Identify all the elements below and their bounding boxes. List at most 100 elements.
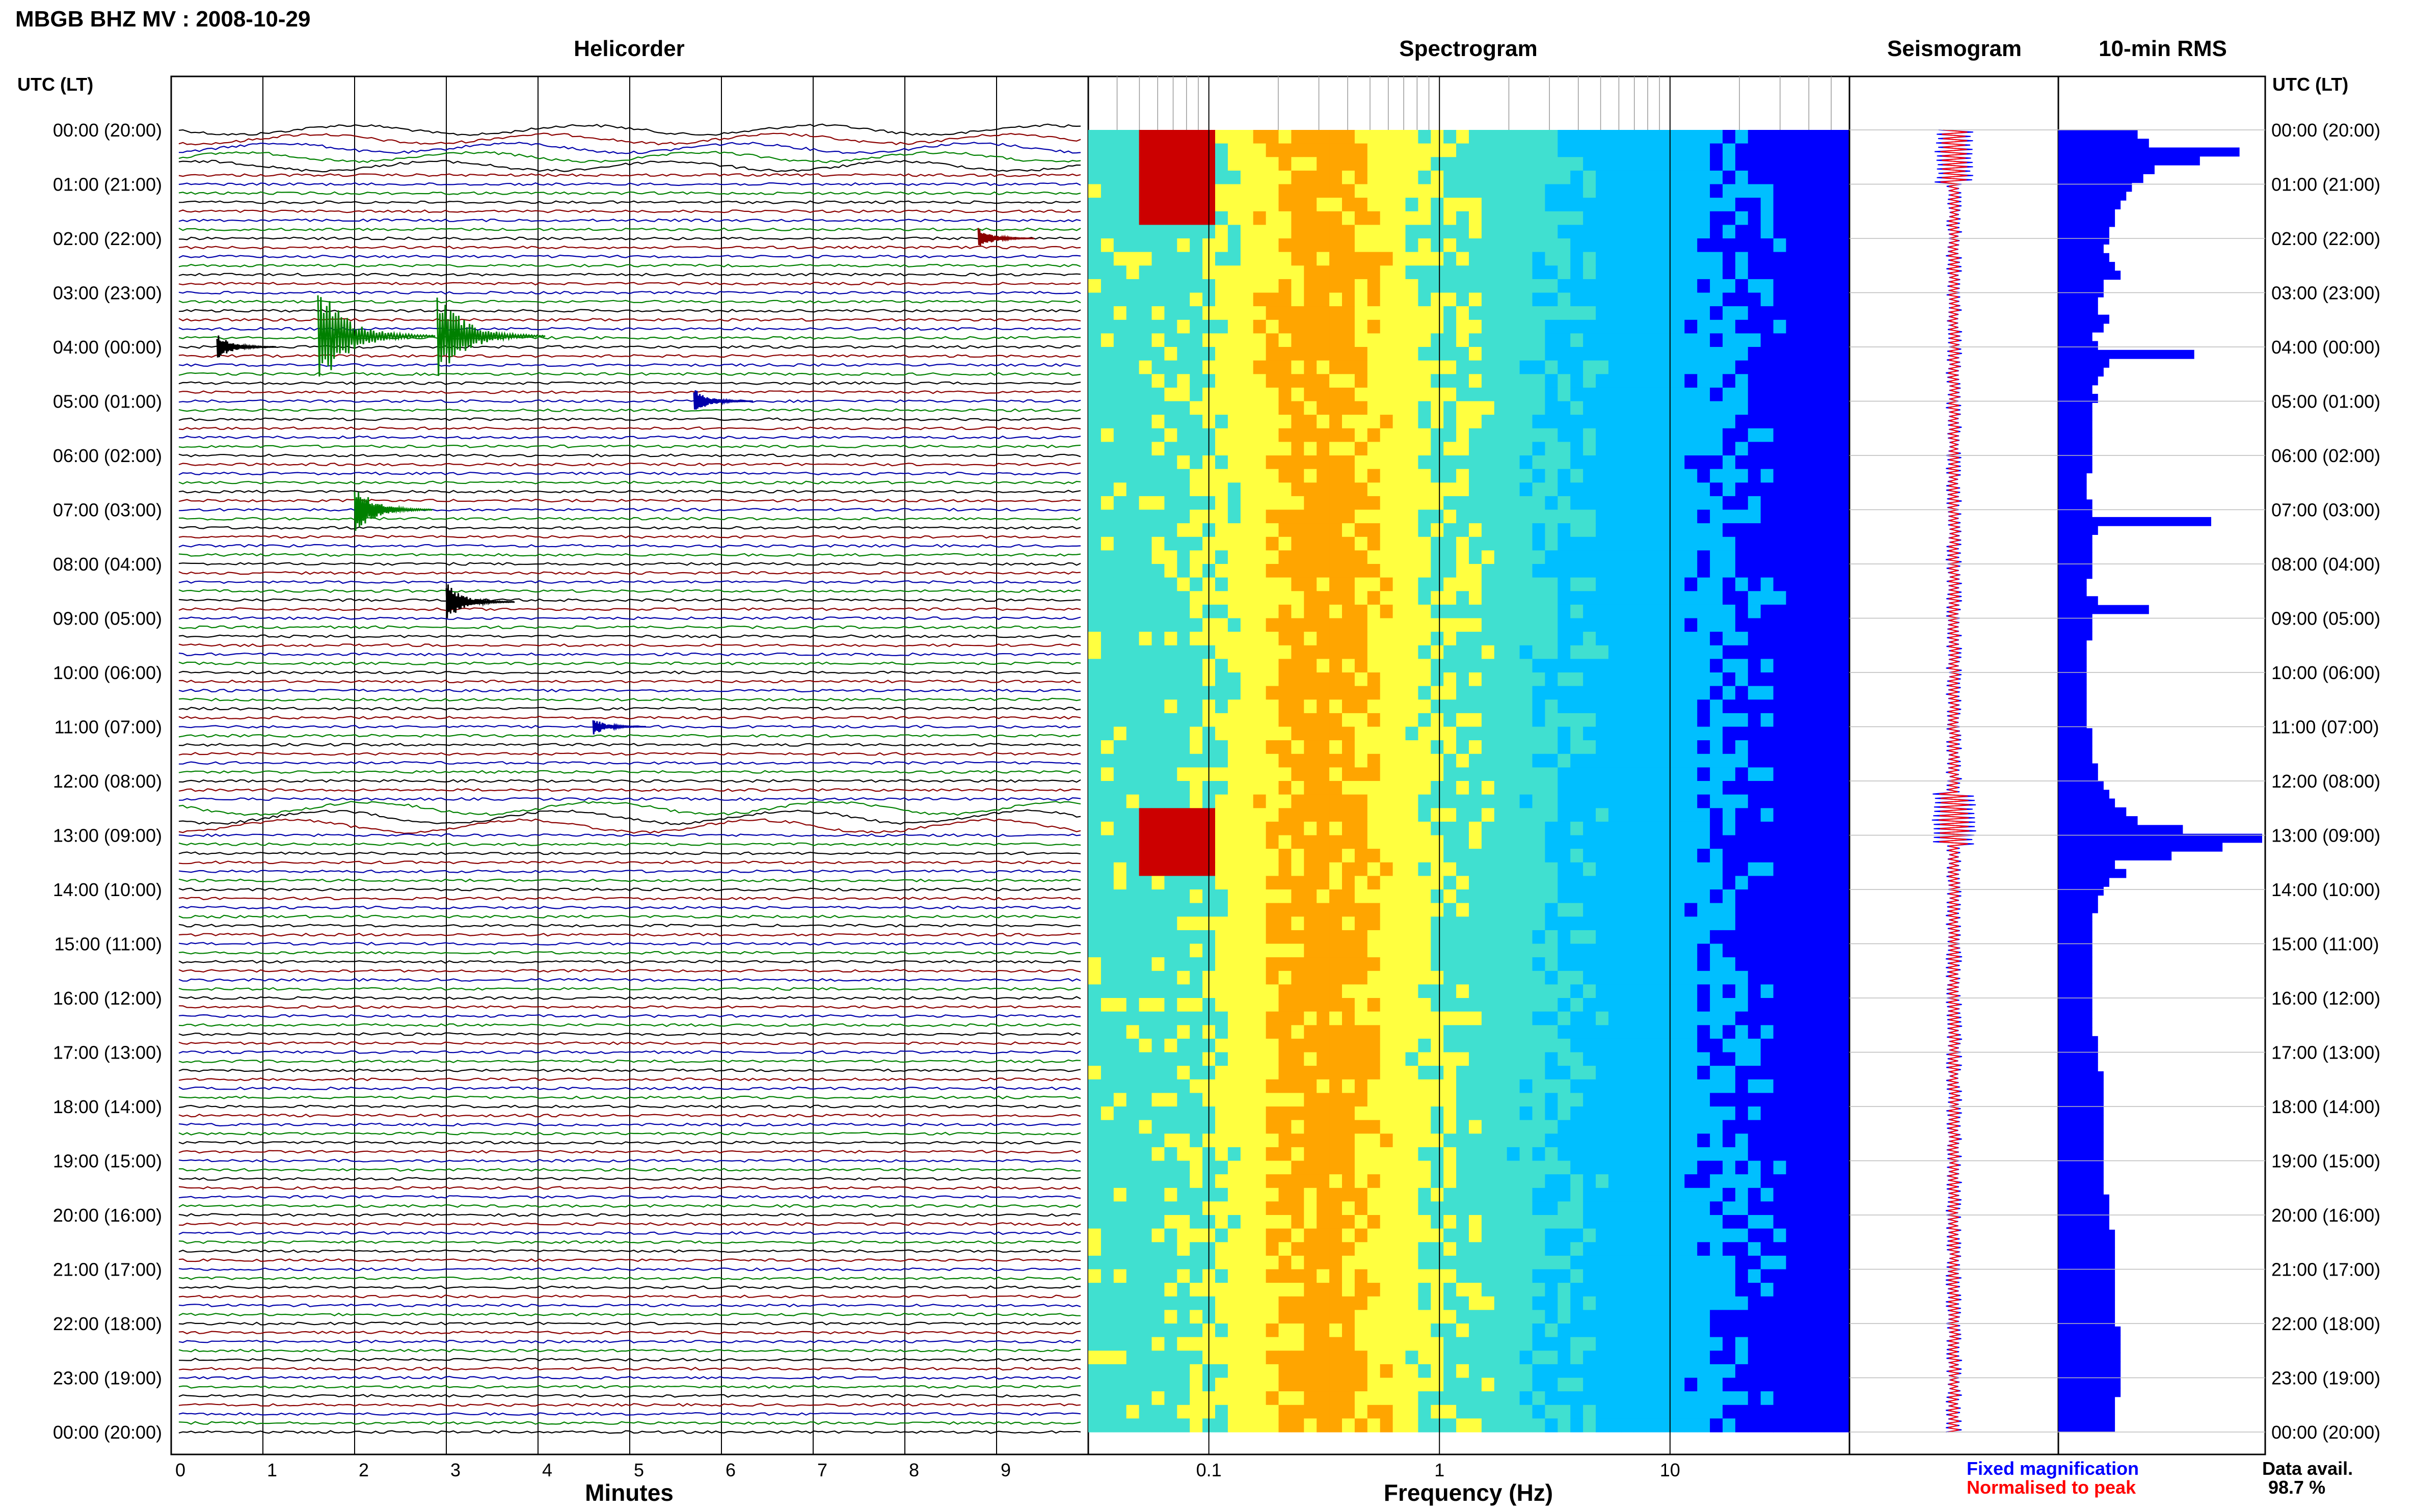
spectrogram-cell xyxy=(1228,591,1241,605)
spectrogram-cell xyxy=(1380,1093,1393,1106)
spectrogram-cell xyxy=(1317,781,1330,795)
spectrogram-cell xyxy=(1647,1052,1660,1066)
spectrogram-cell xyxy=(1329,184,1343,198)
spectrogram-cell xyxy=(1126,1174,1140,1188)
spectrogram-cell xyxy=(1723,1161,1736,1175)
spectrogram-cell xyxy=(1837,1066,1850,1079)
spectrogram-cell xyxy=(1088,727,1102,741)
spectrogram-cell xyxy=(1774,510,1787,524)
spectrogram-cell xyxy=(1114,171,1127,184)
spectrogram-cell xyxy=(1443,740,1457,754)
spectrogram-cell xyxy=(1279,822,1292,835)
spectrogram-cell xyxy=(1190,808,1203,822)
spectrogram-cell xyxy=(1469,1147,1482,1161)
spectrogram-cell xyxy=(1393,198,1406,211)
spectrogram-cell xyxy=(1367,442,1381,455)
spectrogram-cell xyxy=(1241,605,1254,618)
spectrogram-cell xyxy=(1672,523,1685,537)
spectrogram-cell xyxy=(1304,754,1317,768)
spectrogram-cell xyxy=(1533,835,1546,849)
spectrogram-cell xyxy=(1266,1079,1279,1093)
spectrogram-cell xyxy=(1228,835,1241,849)
spectrogram-cell xyxy=(1621,808,1634,822)
spectrogram-cell xyxy=(1672,578,1685,591)
spectrogram-cell xyxy=(1228,1052,1241,1066)
spectrogram-cell xyxy=(1406,482,1419,496)
spectrogram-cell xyxy=(1456,605,1469,618)
spectrogram-cell xyxy=(1786,605,1800,618)
spectrogram-cell xyxy=(1406,455,1419,469)
spectrogram-cell xyxy=(1558,428,1571,442)
spectrogram-cell xyxy=(1241,347,1254,361)
spectrogram-cell xyxy=(1088,374,1102,388)
spectrogram-cell xyxy=(1088,849,1102,862)
spectrogram-cell xyxy=(1723,157,1736,171)
spectrogram-cell xyxy=(1697,482,1710,496)
spectrogram-cell xyxy=(1304,537,1317,551)
spectrogram-cell xyxy=(1101,591,1114,605)
spectrogram-cell xyxy=(1164,849,1177,862)
spectrogram-cell xyxy=(1380,971,1393,985)
spectrogram-cell xyxy=(1723,198,1736,211)
spectrogram-cell xyxy=(1533,523,1546,537)
spectrogram-cell xyxy=(1291,347,1304,361)
spectrogram-cell xyxy=(1558,1201,1571,1215)
spectrogram-cell xyxy=(1533,361,1546,374)
spectrogram-cell xyxy=(1152,686,1165,700)
spectrogram-cell xyxy=(1215,293,1228,307)
spectrogram-cell xyxy=(1279,428,1292,442)
spectrogram-cell xyxy=(1088,930,1102,944)
spectrogram-cell xyxy=(1329,984,1343,998)
spectrogram-cell xyxy=(1583,1174,1596,1188)
spectrogram-cell xyxy=(1735,1188,1749,1202)
spectrogram-cell xyxy=(1139,523,1152,537)
spectrogram-cell xyxy=(1634,1174,1647,1188)
spectrogram-cell xyxy=(1279,1066,1292,1079)
spectrogram-cell xyxy=(1139,1093,1152,1106)
spectrogram-cell xyxy=(1583,1066,1596,1079)
spectrogram-cell xyxy=(1139,238,1152,252)
spectrogram-cell xyxy=(1761,781,1774,795)
spectrogram-cell xyxy=(1393,279,1406,293)
spectrogram-cell xyxy=(1114,713,1127,727)
spectrogram-cell xyxy=(1126,306,1140,320)
spectrogram-cell xyxy=(1304,469,1317,483)
spectrogram-cell xyxy=(1279,1161,1292,1175)
spectrogram-cell xyxy=(1177,171,1190,184)
spectrogram-cell xyxy=(1824,862,1837,876)
spectrogram-cell xyxy=(1355,211,1368,225)
spectrogram-cell xyxy=(1799,903,1812,917)
spectrogram-cell xyxy=(1253,211,1267,225)
spectrogram-cell xyxy=(1266,1188,1279,1202)
spectrogram-cell xyxy=(1380,930,1393,944)
spectrogram-cell xyxy=(1786,1147,1800,1161)
spectrogram-cell xyxy=(1177,795,1190,808)
spectrogram-cell xyxy=(1456,550,1469,564)
spectrogram-cell xyxy=(1774,198,1787,211)
spectrogram-cell xyxy=(1342,767,1355,781)
spectrogram-cell xyxy=(1367,496,1381,510)
spectrogram-cell xyxy=(1101,211,1114,225)
spectrogram-cell xyxy=(1139,916,1152,930)
spectrogram-cell xyxy=(1507,822,1520,835)
spectrogram-cell xyxy=(1583,1012,1596,1025)
spectrogram-cell xyxy=(1684,1161,1698,1175)
spectrogram-cell xyxy=(1380,686,1393,700)
spectrogram-cell xyxy=(1355,1093,1368,1106)
spectrogram-cell xyxy=(1152,1025,1165,1039)
spectrogram-cell xyxy=(1482,618,1495,632)
spectrogram-cell xyxy=(1811,1147,1824,1161)
spectrogram-cell xyxy=(1317,184,1330,198)
spectrogram-cell xyxy=(1786,1012,1800,1025)
spectrogram-cell xyxy=(1164,984,1177,998)
spectrogram-cell xyxy=(1443,388,1457,401)
spectrogram-cell xyxy=(1533,727,1546,741)
spectrogram-cell xyxy=(1824,1106,1837,1120)
spectrogram-cell xyxy=(1799,306,1812,320)
spectrogram-cell xyxy=(1393,1201,1406,1215)
spectrogram-cell xyxy=(1126,388,1140,401)
spectrogram-cell xyxy=(1406,822,1419,835)
spectrogram-cell xyxy=(1114,808,1127,822)
spectrogram-cell xyxy=(1799,971,1812,985)
spectrogram-cell xyxy=(1418,374,1431,388)
